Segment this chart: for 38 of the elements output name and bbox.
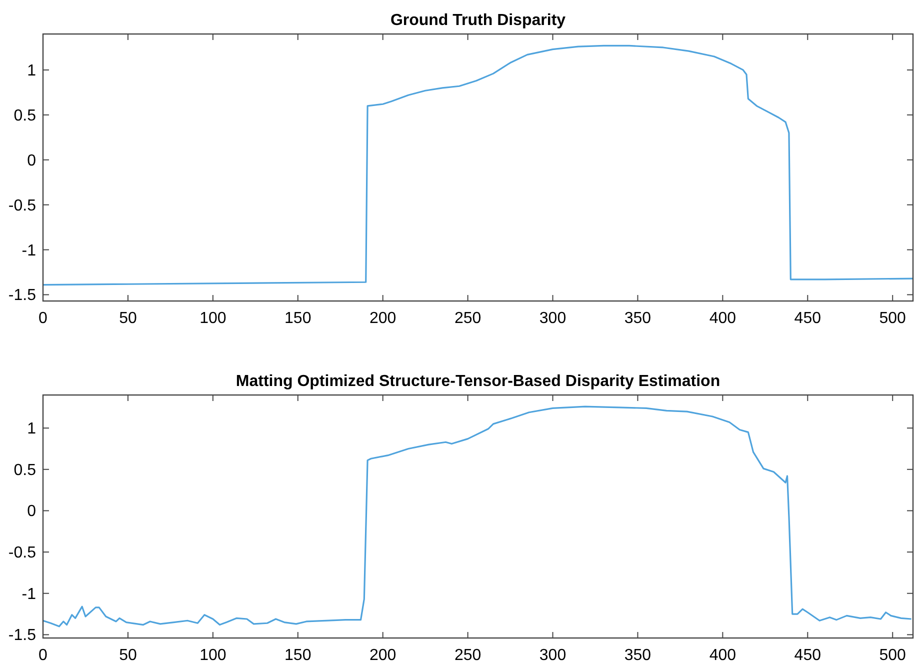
x-tick-label: 100 bbox=[200, 647, 226, 664]
x-tick-label: 50 bbox=[119, 310, 137, 327]
x-tick-label: 350 bbox=[624, 647, 652, 664]
x-tick-label: 400 bbox=[709, 310, 736, 327]
x-tick-label: 350 bbox=[624, 310, 652, 327]
x-tick-label: 300 bbox=[539, 310, 566, 327]
y-tick-label: -1 bbox=[22, 586, 36, 603]
x-tick-label: 0 bbox=[38, 647, 48, 664]
y-tick-label: -0.5 bbox=[8, 197, 36, 214]
x-tick-label: 300 bbox=[539, 647, 566, 664]
y-tick-label: 0.5 bbox=[14, 462, 36, 479]
y-tick-label: 0 bbox=[27, 503, 36, 520]
x-tick-label: 150 bbox=[284, 647, 312, 664]
x-tick-label: 250 bbox=[454, 647, 482, 664]
x-tick-label: 500 bbox=[879, 647, 906, 664]
x-tick-label: 450 bbox=[794, 647, 822, 664]
y-tick-label: 1 bbox=[27, 62, 36, 80]
x-tick-label: 50 bbox=[119, 647, 137, 664]
x-tick-label: 200 bbox=[369, 647, 396, 664]
y-tick-label: -1.5 bbox=[8, 287, 36, 304]
y-tick-label: -1.5 bbox=[8, 627, 36, 644]
x-tick-label: 0 bbox=[38, 310, 48, 327]
x-tick-label: 450 bbox=[794, 310, 822, 327]
x-tick-label: 200 bbox=[369, 310, 396, 327]
line-series bbox=[43, 44, 913, 286]
line-series bbox=[43, 406, 912, 628]
y-tick-label: -0.5 bbox=[8, 544, 36, 562]
y-tick-label: 0 bbox=[27, 152, 36, 170]
x-tick-label: 500 bbox=[879, 310, 906, 327]
x-tick-label: 100 bbox=[200, 310, 226, 327]
chart-title: Ground Truth Disparity bbox=[390, 12, 566, 29]
x-tick-label: 150 bbox=[284, 310, 312, 327]
y-tick-label: 0.5 bbox=[14, 107, 36, 124]
x-tick-label: 400 bbox=[709, 647, 736, 664]
y-tick-label: 1 bbox=[27, 420, 36, 438]
x-tick-label: 250 bbox=[454, 310, 482, 327]
chart-title: Matting Optimized Structure-Tensor-Based Disparity Estimation bbox=[236, 373, 720, 390]
y-tick-label: -1 bbox=[22, 242, 36, 260]
